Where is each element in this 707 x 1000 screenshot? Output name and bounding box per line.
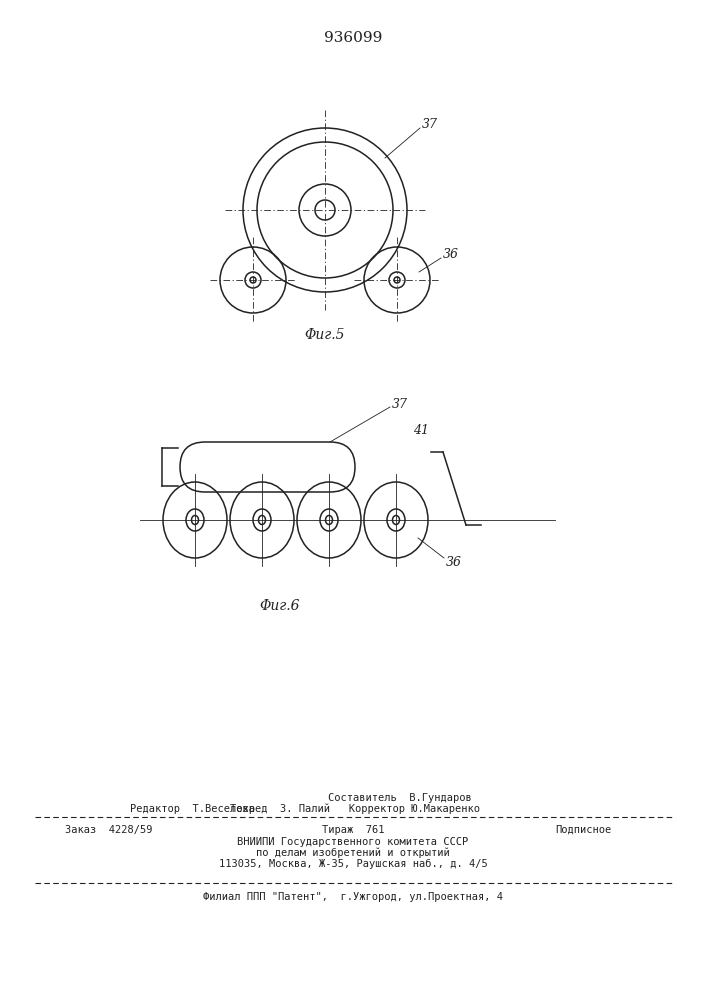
Text: 113035, Москва, Ж-35, Раушская наб., д. 4/5: 113035, Москва, Ж-35, Раушская наб., д. … [218, 859, 487, 869]
Text: Техред  3. Палий   Корректор Ю.Макаренко: Техред 3. Палий Корректор Ю.Макаренко [230, 804, 480, 814]
Text: по делам изобретений и открытий: по делам изобретений и открытий [256, 848, 450, 858]
Text: 41: 41 [413, 424, 429, 436]
Text: 36: 36 [443, 248, 459, 261]
Text: Φиг.6: Φиг.6 [259, 599, 300, 613]
Text: Составитель  В.Гундаров: Составитель В.Гундаров [328, 793, 472, 803]
Text: Редактор  Т.Веселова: Редактор Т.Веселова [130, 804, 255, 814]
Text: 37: 37 [422, 118, 438, 131]
Text: Тираж  761: Тираж 761 [322, 825, 384, 835]
Text: 37: 37 [392, 397, 408, 410]
Text: Φиг.5: Φиг.5 [305, 328, 345, 342]
Text: ВНИИПИ Государственного комитета СССР: ВНИИПИ Государственного комитета СССР [238, 837, 469, 847]
Text: 936099: 936099 [324, 31, 382, 45]
Text: 36: 36 [446, 556, 462, 568]
Text: Заказ  4228/59: Заказ 4228/59 [65, 825, 153, 835]
Text: Филиал ППП "Патент",  г.Ужгород, ул.Проектная, 4: Филиал ППП "Патент", г.Ужгород, ул.Проек… [203, 892, 503, 902]
Text: Подписное: Подписное [555, 825, 612, 835]
